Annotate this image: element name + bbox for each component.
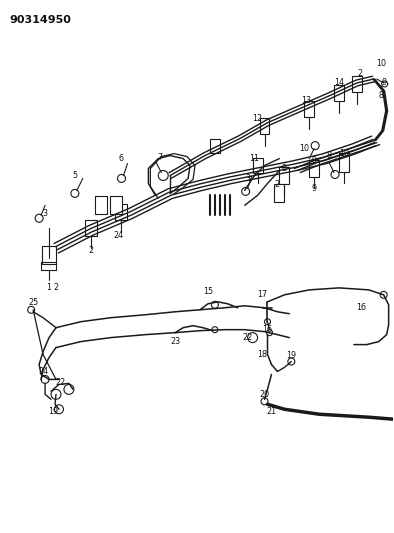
Bar bbox=[95, 196, 107, 214]
Text: 20: 20 bbox=[260, 390, 269, 399]
Text: 2: 2 bbox=[88, 246, 93, 255]
Text: 8: 8 bbox=[378, 91, 383, 100]
Text: 25: 25 bbox=[28, 298, 38, 308]
Text: 18: 18 bbox=[258, 350, 268, 359]
Text: 6: 6 bbox=[118, 154, 123, 163]
Text: 10: 10 bbox=[299, 144, 309, 153]
Text: 10: 10 bbox=[339, 149, 349, 158]
Bar bbox=[260, 118, 269, 134]
Text: 3: 3 bbox=[245, 174, 250, 183]
Text: 7: 7 bbox=[158, 153, 163, 162]
Text: 21: 21 bbox=[266, 407, 277, 416]
Text: 19: 19 bbox=[48, 407, 58, 416]
Text: 16: 16 bbox=[356, 303, 366, 312]
Text: 2: 2 bbox=[357, 69, 362, 77]
Text: 13: 13 bbox=[301, 96, 311, 106]
Text: 2: 2 bbox=[275, 180, 280, 189]
Text: 10: 10 bbox=[376, 59, 386, 68]
Text: 3: 3 bbox=[43, 209, 48, 218]
Text: 11: 11 bbox=[249, 154, 260, 163]
Text: 19: 19 bbox=[286, 351, 296, 360]
Text: 2: 2 bbox=[54, 284, 59, 293]
Text: 23: 23 bbox=[170, 337, 180, 346]
Text: 22: 22 bbox=[56, 378, 66, 387]
Text: 8: 8 bbox=[327, 151, 332, 160]
Text: 15: 15 bbox=[203, 287, 213, 296]
Text: 9: 9 bbox=[312, 184, 317, 193]
Bar bbox=[253, 158, 262, 173]
Bar bbox=[334, 85, 344, 101]
Text: 22: 22 bbox=[243, 333, 253, 342]
Text: 9: 9 bbox=[381, 78, 386, 87]
Bar bbox=[110, 196, 121, 214]
Text: 2: 2 bbox=[113, 231, 118, 240]
Bar bbox=[42, 246, 56, 264]
Text: 12: 12 bbox=[253, 114, 263, 123]
Text: 1: 1 bbox=[46, 284, 52, 293]
Text: 9: 9 bbox=[312, 156, 317, 165]
Text: 4: 4 bbox=[118, 231, 123, 240]
Bar bbox=[275, 184, 284, 203]
Text: 90314950: 90314950 bbox=[9, 15, 71, 25]
Bar bbox=[304, 101, 314, 117]
Bar bbox=[352, 76, 362, 92]
Bar bbox=[85, 220, 97, 236]
Text: 24: 24 bbox=[38, 367, 48, 376]
Text: 14: 14 bbox=[334, 78, 344, 87]
Bar bbox=[339, 152, 349, 173]
Bar bbox=[115, 204, 126, 220]
Text: 16: 16 bbox=[262, 325, 273, 334]
Bar bbox=[279, 166, 289, 184]
Bar bbox=[309, 159, 319, 177]
Text: 8: 8 bbox=[282, 164, 287, 173]
Text: 5: 5 bbox=[72, 171, 78, 180]
Bar bbox=[210, 139, 220, 152]
Text: 17: 17 bbox=[257, 290, 268, 300]
